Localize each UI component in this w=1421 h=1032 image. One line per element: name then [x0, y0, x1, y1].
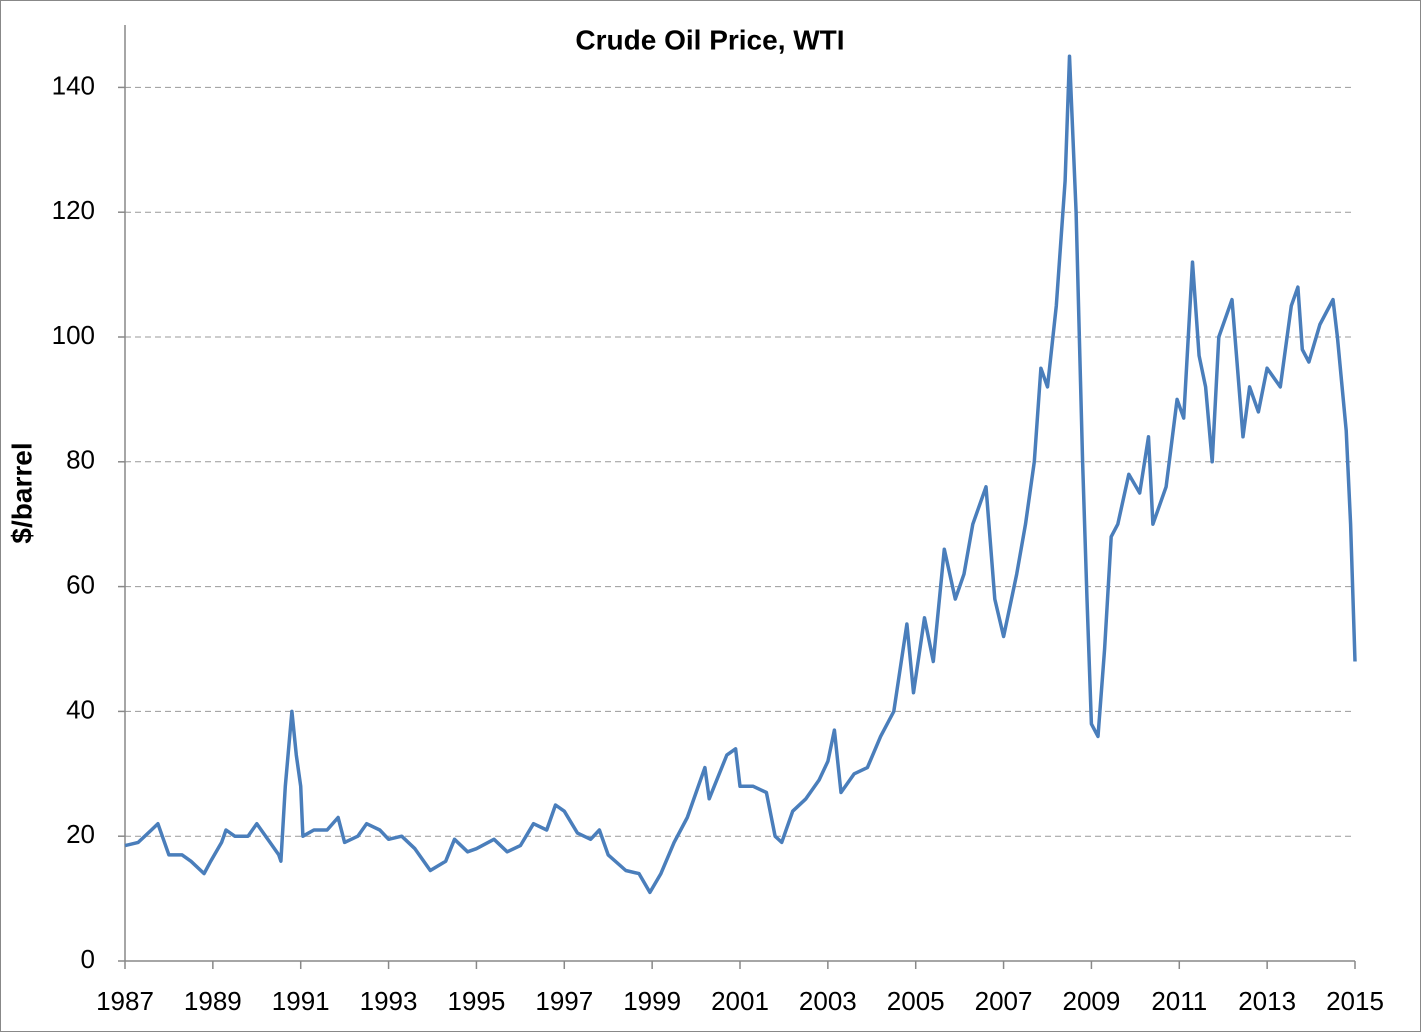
x-tick-label: 1993: [360, 986, 418, 1016]
x-tick-label: 2013: [1238, 986, 1296, 1016]
x-tick-label: 2003: [799, 986, 857, 1016]
y-tick-label: 20: [66, 819, 95, 849]
x-tick-label: 2011: [1151, 986, 1207, 1016]
x-tick-label: 2001: [711, 986, 769, 1016]
y-axis-label: $/barrel: [6, 442, 37, 543]
y-tick-label: 120: [52, 195, 95, 225]
y-tick-label: 80: [66, 445, 95, 475]
x-tick-label: 1995: [448, 986, 506, 1016]
x-tick-label: 2005: [887, 986, 945, 1016]
y-tick-label: 140: [52, 70, 95, 100]
x-tick-label: 2015: [1326, 986, 1384, 1016]
x-tick-label: 1989: [184, 986, 242, 1016]
y-tick-label: 0: [81, 944, 95, 974]
chart-title: Crude Oil Price, WTI: [575, 24, 844, 55]
x-tick-label: 1991: [272, 986, 330, 1016]
x-tick-label: 1999: [623, 986, 681, 1016]
x-tick-label: 2007: [975, 986, 1033, 1016]
x-tick-label: 1997: [535, 986, 593, 1016]
x-tick-label: 2009: [1063, 986, 1121, 1016]
price-line: [124, 54, 1357, 895]
y-tick-label: 60: [66, 569, 95, 599]
x-tick-label: 1987: [96, 986, 154, 1016]
y-tick-label: 40: [66, 694, 95, 724]
y-tick-label: 100: [52, 320, 95, 350]
